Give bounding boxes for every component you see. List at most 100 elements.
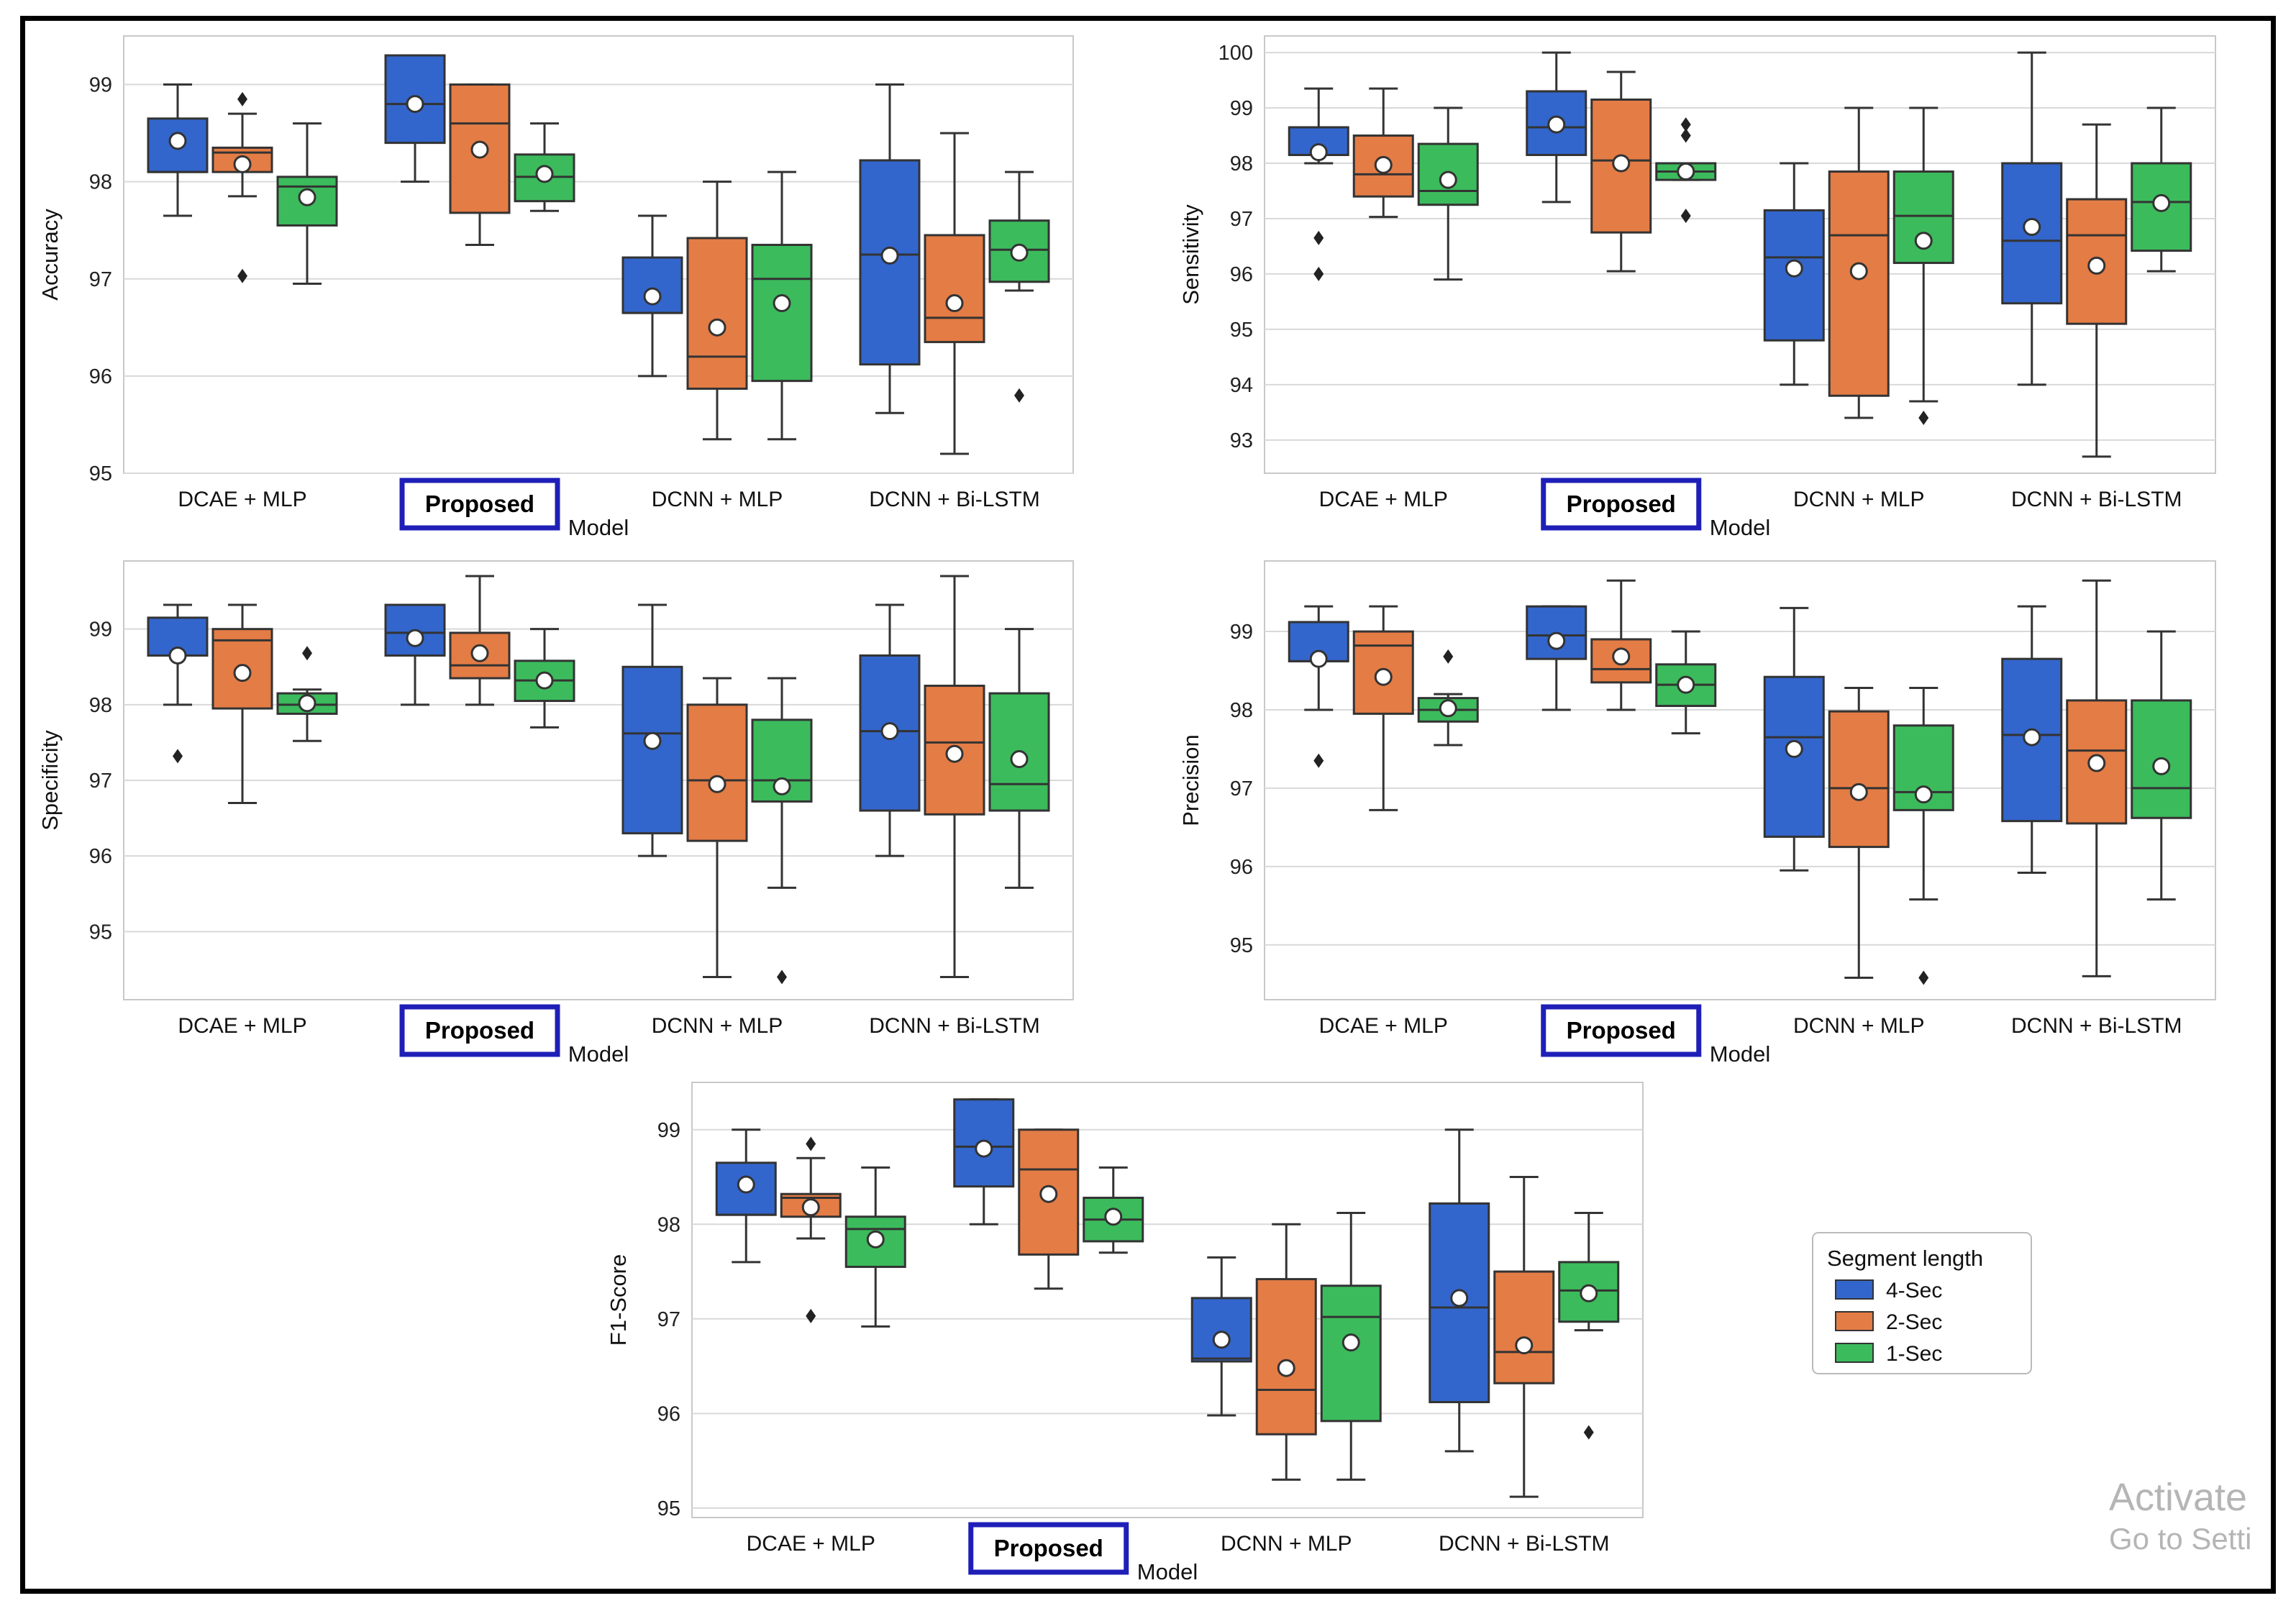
f1-score-xtick-dcnn-mlp: DCNN + MLP [1221, 1532, 1352, 1556]
figure-frame [20, 16, 2276, 1594]
precision-xtick-dcae-mlp: DCAE + MLP [1319, 1014, 1448, 1038]
accuracy-xtick-dcnn-mlp: DCNN + MLP [652, 488, 783, 511]
accuracy-dcae-mlp-2-sec-outlier-0 [237, 91, 247, 106]
specificity-chart: 95 96 97 98 99 Specificity DCAE + MLP Proposed D… [37, 560, 1074, 1067]
specificity-dcnn-mlp-2-sec-box [686, 703, 748, 842]
precision-dcae-mlp-2-sec-mean-marker [1374, 667, 1393, 686]
accuracy-proposed-highlight-box [399, 478, 560, 531]
f1-score-dcnn-mlp-2-sec-box [1255, 1278, 1317, 1436]
specificity-dcnn-mlp-1-sec-mean-marker [773, 777, 791, 795]
activate-windows-watermark: Activate Go to Setti [2109, 1474, 2251, 1558]
legend-frame [1812, 1232, 2032, 1374]
sensitivity-xtick-dcnn-mlp: DCNN + MLP [1793, 488, 1925, 511]
accuracy-dcae-mlp-2-sec-outlier-1 [237, 268, 247, 283]
specificity-proposed-4-sec-mean-marker [406, 629, 424, 647]
specificity-dcnn-bi-lstm-2-sec-mean-marker [945, 744, 964, 763]
accuracy-ytick-95: 95 [89, 462, 112, 485]
specificity-dcae-mlp-4-sec-outlier-0 [173, 749, 183, 764]
specificity-dcae-mlp-1-sec-mean-marker [298, 694, 316, 713]
sensitivity-dcae-mlp-1-sec-mean-marker [1439, 170, 1457, 189]
specificity-dcae-mlp-2-sec-mean-marker [233, 664, 252, 683]
accuracy-dcae-mlp-1-sec-mean-marker [298, 188, 316, 206]
legend-label-1sec: 1-Sec [1886, 1342, 1942, 1366]
accuracy-ytick-98: 98 [89, 171, 112, 194]
precision-dcnn-bi-lstm-1-sec-mean-marker [2152, 757, 2171, 775]
specificity-xtick-dcnn-mlp: DCNN + MLP [652, 1014, 783, 1038]
f1-score-ytick-97: 97 [657, 1308, 680, 1331]
sensitivity-ylabel: Sensitivity [1178, 204, 1203, 305]
specificity-proposed-2-sec-mean-marker [470, 644, 489, 662]
f1-score-dcae-mlp-2-sec-mean-marker [801, 1198, 820, 1217]
legend: Segment length 4-Sec 2-Sec 1-Sec [1812, 1232, 2032, 1374]
precision-dcnn-bi-lstm-4-sec-mean-marker [2023, 728, 2041, 747]
legend-entry-1sec: 1-Sec [1835, 1342, 1942, 1366]
sensitivity-dcae-mlp-4-sec-outlier-1 [1313, 266, 1324, 281]
specificity-dcnn-mlp-1-sec-outlier-0 [777, 969, 787, 985]
specificity-xtick-dcnn-bi-lstm: DCNN + Bi-LSTM [869, 1014, 1040, 1038]
sensitivity-ytick-99: 99 [1230, 97, 1253, 120]
accuracy-dcnn-mlp-4-sec-mean-marker [643, 287, 662, 306]
specificity-dcnn-mlp-4-sec-box [621, 665, 683, 835]
accuracy-xtick-proposed: Proposed [425, 490, 534, 517]
legend-entry-2sec: 2-Sec [1835, 1310, 1942, 1334]
legend-swatch-1sec [1835, 1343, 1874, 1363]
sensitivity-ytick-93: 93 [1230, 429, 1253, 452]
f1-score-xtick-dcnn-bi-lstm: DCNN + Bi-LSTM [1439, 1532, 1610, 1556]
accuracy-xtick-dcae-mlp: DCAE + MLP [178, 488, 306, 511]
accuracy-dcae-mlp-1-sec-box [276, 175, 338, 227]
f1-score-dcae-mlp-4-sec-mean-marker [737, 1175, 755, 1194]
precision-proposed-1-sec-mean-marker [1677, 675, 1695, 694]
accuracy-proposed-1-sec-mean-marker [535, 165, 554, 183]
f1-score-ytick-95: 95 [657, 1497, 680, 1520]
watermark-line-1: Activate [2109, 1476, 2248, 1519]
sensitivity-proposed-4-sec-mean-marker [1547, 115, 1566, 134]
specificity-ytick-99: 99 [89, 619, 112, 642]
accuracy-dcnn-bi-lstm-1-sec-mean-marker [1010, 243, 1029, 262]
accuracy-ytick-96: 96 [89, 365, 112, 388]
accuracy-ytick-97: 97 [89, 268, 112, 291]
precision-ytick-95: 95 [1230, 934, 1253, 957]
accuracy-dcnn-mlp-1-sec-box [751, 243, 813, 383]
accuracy-dcnn-mlp-2-sec-box [686, 237, 748, 390]
specificity-dcae-mlp-1-sec-outlier-0 [302, 646, 312, 661]
specificity-dcnn-bi-lstm-4-sec-mean-marker [880, 722, 899, 741]
legend-label-2sec: 2-Sec [1886, 1310, 1942, 1334]
sensitivity-ytick-97: 97 [1230, 208, 1253, 231]
sensitivity-dcae-mlp-2-sec-mean-marker [1374, 155, 1393, 174]
precision-xtick-dcnn-bi-lstm: DCNN + Bi-LSTM [2011, 1014, 2182, 1038]
precision-dcnn-mlp-2-sec-mean-marker [1849, 782, 1868, 801]
sensitivity-xlabel: Model [1710, 515, 1770, 540]
f1-score-xlabel: Model [1137, 1559, 1198, 1584]
specificity-ytick-95: 95 [89, 921, 112, 944]
precision-chart: 95 96 97 98 99 Precision DCAE + MLP Proposed DCN… [1178, 560, 2216, 1067]
legend-title: Segment length [1827, 1246, 1983, 1271]
specificity-dcnn-mlp-2-sec-mean-marker [708, 775, 726, 793]
accuracy-ytick-99: 99 [89, 74, 112, 97]
accuracy-dcnn-mlp-1-sec-mean-marker [773, 294, 791, 313]
sensitivity-proposed-1-sec-outlier-1 [1680, 128, 1691, 143]
sensitivity-proposed-1-sec-outlier-0 [1680, 117, 1691, 132]
sensitivity-dcae-mlp-4-sec-mean-marker [1309, 143, 1328, 162]
f1-score-dcnn-bi-lstm-1-sec-mean-marker [1580, 1284, 1598, 1302]
legend-swatch-4sec [1835, 1279, 1874, 1300]
precision-ytick-96: 96 [1230, 856, 1253, 879]
accuracy-chart: 95 96 97 98 99 Accuracy DCAE + MLP Proposed DCNN… [37, 35, 1074, 540]
f1-score-dcae-mlp-2-sec-outlier-1 [806, 1308, 816, 1323]
sensitivity-dcnn-mlp-2-sec-mean-marker [1849, 262, 1868, 280]
specificity-ytick-96: 96 [89, 845, 112, 868]
precision-proposed-4-sec-mean-marker [1547, 631, 1566, 650]
accuracy-ylabel: Accuracy [37, 209, 63, 301]
precision-dcnn-mlp-2-sec-box [1828, 710, 1890, 849]
precision-ylabel: Precision [1178, 734, 1203, 826]
sensitivity-proposed-1-sec-outlier-2 [1680, 209, 1691, 224]
precision-dcnn-mlp-1-sec-outlier-0 [1918, 970, 1929, 985]
accuracy-xtick-dcnn-bi-lstm: DCNN + Bi-LSTM [869, 488, 1040, 511]
sensitivity-dcnn-bi-lstm-2-sec-mean-marker [2087, 256, 2106, 275]
precision-dcae-mlp-1-sec-mean-marker [1439, 699, 1457, 718]
accuracy-dcae-mlp-2-sec-mean-marker [233, 155, 252, 173]
precision-xtick-dcnn-mlp: DCNN + MLP [1793, 1014, 1925, 1038]
accuracy-proposed-4-sec-mean-marker [406, 95, 424, 114]
specificity-ytick-97: 97 [89, 770, 112, 793]
f1-score-dcnn-bi-lstm-1-sec-outlier-0 [1583, 1425, 1594, 1440]
sensitivity-dcnn-mlp-4-sec-mean-marker [1785, 259, 1803, 278]
